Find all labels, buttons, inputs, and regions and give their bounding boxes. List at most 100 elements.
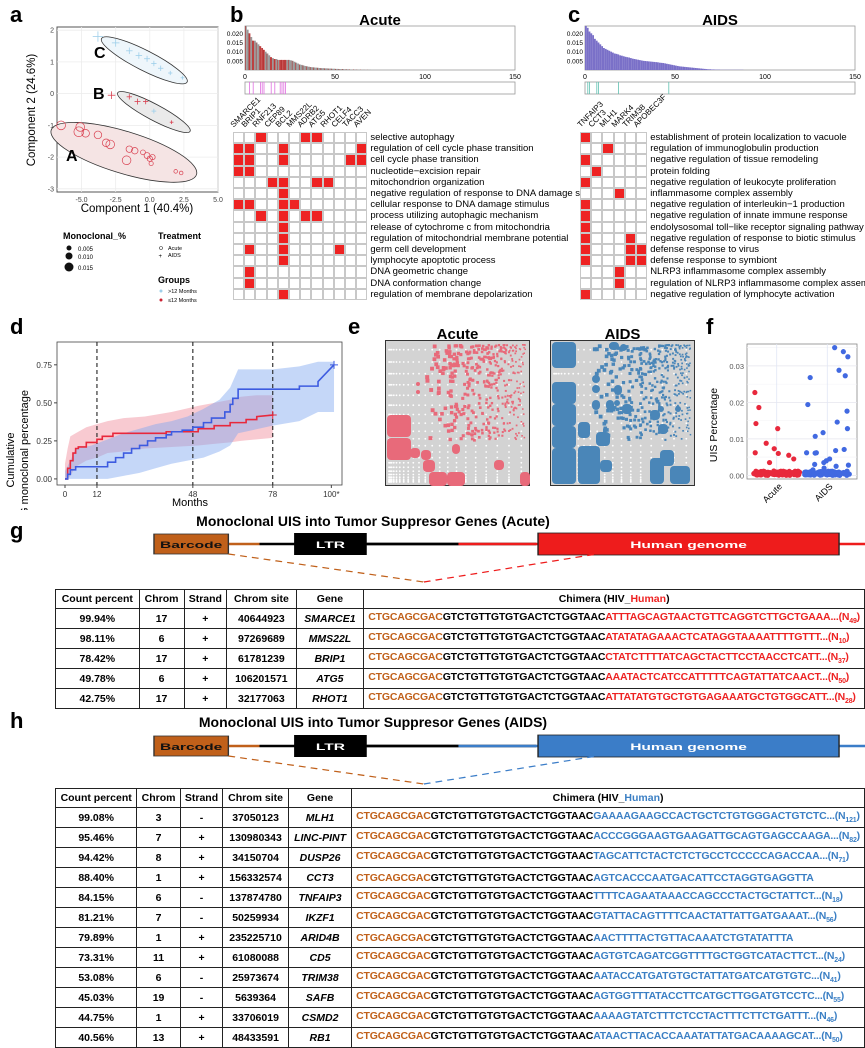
matrix-cell bbox=[514, 353, 516, 355]
chrom-cell: 17 bbox=[139, 609, 184, 629]
gene-cell: MMS22L bbox=[296, 629, 364, 649]
barcode-sequence: CTGCAGCGAC bbox=[356, 990, 430, 1002]
matrix-cell bbox=[682, 354, 684, 356]
matrix-cell bbox=[489, 384, 491, 386]
matrix-cell bbox=[678, 427, 680, 429]
heatmap-cell bbox=[244, 278, 255, 289]
go-term-label: negative regulation of response to DNA d… bbox=[370, 188, 610, 199]
matrix-cell bbox=[681, 368, 683, 370]
column-header: Gene bbox=[288, 789, 351, 808]
heatmap-cell bbox=[267, 199, 278, 210]
heatmap-cell bbox=[255, 278, 266, 289]
grid-dot bbox=[418, 476, 420, 478]
matrix-cell bbox=[425, 379, 429, 383]
matrix-cell bbox=[512, 401, 514, 403]
heatmap-cell bbox=[334, 222, 345, 233]
heatmap-cell bbox=[602, 255, 613, 266]
grid-dot bbox=[604, 404, 606, 406]
grid-dot bbox=[391, 478, 393, 480]
grid-dot bbox=[661, 422, 663, 424]
chrom-site-cell: 50259934 bbox=[223, 908, 289, 928]
human-zoom-guide bbox=[424, 756, 597, 784]
matrix-cell bbox=[507, 402, 509, 404]
matrix-cell bbox=[473, 393, 476, 396]
grid-dot bbox=[612, 445, 614, 447]
data-point bbox=[791, 456, 796, 461]
grid-dot bbox=[407, 470, 409, 472]
matrix-cell bbox=[505, 390, 507, 392]
matrix-cell bbox=[479, 406, 482, 409]
legend-size-item: 0.005 bbox=[78, 247, 94, 253]
grid-dot bbox=[412, 466, 414, 468]
matrix-cell bbox=[612, 358, 615, 361]
matrix-cell bbox=[518, 404, 520, 406]
matrix-cell bbox=[463, 383, 466, 386]
grid-dot bbox=[685, 430, 687, 432]
matrix-cell bbox=[478, 402, 481, 405]
grid-dot bbox=[640, 474, 642, 476]
matrix-cell bbox=[466, 417, 469, 420]
panel-d-ylabel-1: Cumulative bbox=[5, 432, 17, 487]
grid-dot bbox=[640, 394, 642, 396]
grid-dot bbox=[630, 462, 632, 464]
matrix-cell bbox=[502, 431, 504, 433]
human-sequence: AACTTTTACTGTTACAAATCTGTATATTTA bbox=[593, 932, 793, 944]
rank-bar bbox=[626, 57, 628, 70]
rank-bar bbox=[691, 68, 693, 70]
heatmap-cell bbox=[591, 166, 602, 177]
human-genome-label: Human genome bbox=[630, 540, 747, 551]
matrix-cell bbox=[430, 367, 434, 371]
heatmap-cell bbox=[602, 210, 613, 221]
grid-dot bbox=[418, 470, 420, 472]
matrix-cell bbox=[630, 355, 633, 358]
heatmap-cell bbox=[244, 266, 255, 277]
matrix-cell bbox=[518, 432, 520, 434]
grid-dot bbox=[577, 373, 579, 375]
rank-bar bbox=[337, 69, 339, 70]
grid-dot bbox=[456, 430, 458, 432]
grid-dot bbox=[630, 466, 632, 468]
panel-d-cumulative-plot: Cumulative TSG monoclonal percentage Mon… bbox=[0, 310, 345, 510]
matrix-cell bbox=[495, 382, 497, 384]
matrix-cell bbox=[489, 416, 491, 418]
hiv-sequence: GTCTGTTGTGTGACTCTGGTAAC bbox=[443, 651, 606, 663]
data-point bbox=[845, 426, 850, 431]
chimera-sequence-cell: CTGCAGCGACGTCTGTTGTGTGACTCTGGTAACAAATACT… bbox=[364, 669, 865, 689]
matrix-cell bbox=[677, 352, 679, 354]
matrix-cell bbox=[519, 383, 521, 385]
grid-dot bbox=[520, 430, 522, 432]
grid-dot bbox=[583, 414, 585, 416]
rank-bar bbox=[673, 65, 675, 70]
chimera-sequence-cell: CTGCAGCGACGTCTGTTGTGTGACTCTGGTAACGAAAAGA… bbox=[352, 808, 865, 828]
matrix-cell bbox=[662, 419, 664, 421]
chimera-sequence-cell: CTGCAGCGACGTCTGTTGTGTGACTCTGGTAACAGTCACC… bbox=[352, 868, 865, 888]
count-percent-cell: 99.08% bbox=[56, 808, 137, 828]
rank-bar bbox=[650, 62, 652, 70]
heatmap-cell bbox=[614, 143, 625, 154]
chrom-cell: 17 bbox=[139, 689, 184, 709]
go-term-label: negative regulation of lymphocyte activa… bbox=[650, 289, 834, 300]
rank-bar-highlight bbox=[277, 60, 278, 70]
heatmap-cell bbox=[300, 143, 311, 154]
hiv-sequence: GTCTGTTGTGTGACTCTGGTAAC bbox=[443, 671, 606, 683]
heatmap-cell bbox=[255, 154, 266, 165]
matrix-cell bbox=[465, 350, 468, 353]
grid-dot bbox=[418, 361, 420, 363]
grid-dot bbox=[399, 462, 401, 464]
rank-bar bbox=[621, 56, 623, 70]
matrix-cell bbox=[471, 437, 474, 440]
heatmap-cell bbox=[323, 266, 334, 277]
rank-bar-highlight bbox=[335, 69, 336, 70]
heatmap-cell bbox=[356, 199, 367, 210]
heatmap-cell bbox=[334, 166, 345, 177]
go-term-label: cellular response to DNA damage stimulus bbox=[370, 199, 549, 210]
heatmap-cell bbox=[323, 244, 334, 255]
data-point bbox=[755, 472, 760, 477]
matrix-cell bbox=[677, 344, 679, 346]
matrix-cell bbox=[653, 430, 655, 432]
grid-dot bbox=[412, 394, 414, 396]
matrix-cell bbox=[450, 423, 453, 426]
heatmap-cell bbox=[311, 166, 322, 177]
chimera-sequence-cell: CTGCAGCGACGTCTGTTGTGTGACTCTGGTAACAATACCA… bbox=[352, 968, 865, 988]
